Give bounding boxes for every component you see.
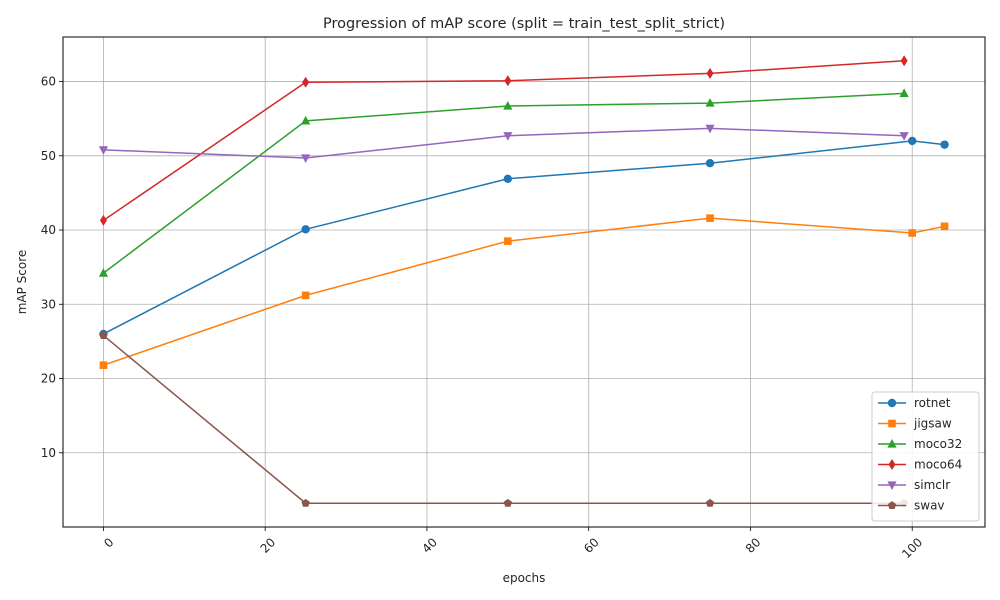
series-line-moco32 (102, 92, 905, 274)
legend-marker (887, 439, 897, 448)
x-tick-label: 40 (419, 535, 440, 556)
data-point-jigsaw (908, 229, 917, 237)
data-point-simclr (899, 132, 909, 141)
data-point-simclr (503, 132, 513, 141)
series-simclr (98, 124, 909, 164)
legend: rotnet jigsaw moco32 moco64 simclr swav (871, 391, 980, 522)
data-point-moco32 (503, 101, 513, 110)
data-point-jigsaw (99, 361, 108, 369)
data-point-rotnet (940, 140, 949, 149)
x-tick-label: 80 (743, 535, 764, 556)
legend-entry-moco64: moco64 (878, 458, 962, 472)
data-point-simclr (301, 154, 311, 164)
data-point-moco64 (900, 55, 908, 67)
data-point-jigsaw (940, 222, 949, 231)
x-axis-label: epochs (503, 571, 546, 585)
y-tick-label: 10 (41, 446, 56, 460)
data-point-moco32 (899, 88, 909, 98)
legend-entry-simclr: simclr (878, 478, 950, 492)
data-point-simclr (98, 146, 109, 155)
series-line-rotnet (103, 140, 945, 335)
legend-label: swav (914, 499, 945, 513)
series-moco32 (98, 88, 909, 277)
series-moco64 (99, 55, 908, 226)
y-tick-label: 50 (41, 149, 56, 163)
legend-marker (888, 419, 896, 428)
x-tick-label: 20 (258, 535, 279, 556)
data-point-swav (503, 498, 513, 507)
legend-label: moco32 (914, 437, 962, 451)
legend-marker (887, 481, 897, 490)
y-tick-label: 40 (41, 223, 56, 237)
x-tick-label: 0 (101, 535, 116, 550)
legend-marker (888, 459, 896, 470)
data-point-swav (705, 498, 715, 507)
axis-ticks: 0 20 40 60 80 100 10 20 30 40 50 60 (41, 75, 926, 562)
legend-label: moco64 (914, 458, 962, 472)
legend-marker (887, 501, 897, 510)
x-tick-label: 100 (899, 535, 925, 561)
data-point-moco64 (504, 75, 512, 87)
chart-title: Progression of mAP score (split = train_… (323, 16, 725, 32)
series-line-jigsaw (103, 217, 945, 366)
legend-marker (887, 398, 897, 408)
legend-label: rotnet (914, 396, 951, 410)
legend-label: simclr (914, 478, 950, 492)
data-point-moco64 (706, 67, 714, 79)
legend-entry-swav: swav (878, 499, 945, 513)
data-point-simclr (705, 124, 715, 134)
series-line-moco64 (103, 60, 905, 221)
data-point-moco32 (98, 268, 109, 277)
series-layer (98, 55, 949, 507)
legend-entry-rotnet: rotnet (878, 396, 951, 410)
y-tick-label: 60 (41, 75, 56, 89)
data-point-moco32 (301, 115, 311, 125)
data-point-moco64 (302, 76, 310, 88)
legend-entry-moco32: moco32 (878, 437, 962, 451)
data-point-jigsaw (301, 291, 310, 300)
data-point-rotnet (301, 225, 310, 234)
legend-label: jigsaw (913, 417, 952, 431)
data-point-jigsaw (504, 237, 512, 245)
data-point-moco64 (99, 214, 107, 226)
y-tick-label: 20 (41, 372, 56, 386)
data-point-rotnet (908, 136, 917, 146)
y-tick-label: 30 (41, 297, 56, 311)
data-point-rotnet (705, 159, 715, 168)
x-tick-label: 60 (581, 535, 602, 556)
series-swav (99, 331, 909, 507)
data-point-jigsaw (706, 214, 714, 222)
legend-entry-jigsaw: jigsaw (878, 417, 952, 431)
data-point-swav (99, 331, 108, 340)
data-point-moco32 (705, 98, 715, 107)
grid-lines (63, 37, 985, 527)
y-axis-label: mAP Score (15, 250, 29, 315)
data-point-swav (301, 498, 310, 507)
data-point-rotnet (503, 174, 513, 184)
series-line-swav (102, 334, 905, 504)
series-rotnet (99, 136, 949, 339)
series-jigsaw (99, 214, 949, 369)
plot-frame (62, 36, 986, 528)
